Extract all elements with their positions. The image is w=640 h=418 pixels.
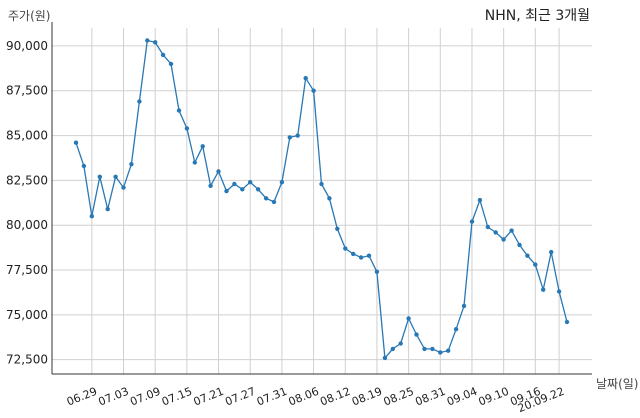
data-point <box>224 188 229 194</box>
data-point <box>525 253 530 258</box>
data-point <box>287 135 292 140</box>
data-point <box>453 327 459 332</box>
data-point <box>303 76 308 81</box>
data-point <box>406 316 411 321</box>
data-point <box>279 180 285 185</box>
data-point <box>184 126 190 131</box>
data-point <box>81 163 87 169</box>
data-point <box>200 144 205 149</box>
x-tick-label: 08.06 <box>287 385 321 409</box>
data-point <box>89 214 95 219</box>
data-point <box>105 206 110 212</box>
y-tick-label: 72,500 <box>6 353 48 367</box>
data-point <box>153 40 158 45</box>
data-point <box>145 38 150 43</box>
x-tick-label: 06.29 <box>65 385 99 409</box>
data-point <box>564 319 570 325</box>
data-point <box>129 162 134 167</box>
data-point <box>295 133 300 138</box>
y-tick-label: 90,000 <box>6 39 48 53</box>
data-point <box>73 140 79 145</box>
data-point <box>311 88 316 93</box>
data-point <box>160 52 166 58</box>
y-tick-label: 82,500 <box>6 173 48 187</box>
data-point <box>232 181 237 187</box>
data-point <box>240 187 245 192</box>
data-point <box>374 269 380 274</box>
data-point <box>438 350 443 355</box>
data-point <box>556 289 562 294</box>
data-point <box>255 187 261 192</box>
data-point <box>271 199 277 205</box>
data-point <box>358 255 364 260</box>
data-point <box>541 287 546 292</box>
data-points <box>73 38 570 361</box>
data-point <box>176 108 182 113</box>
y-tick-label: 80,000 <box>6 218 48 232</box>
y-axis-label: 주가(원) <box>8 9 50 23</box>
data-point <box>137 99 142 104</box>
data-point <box>390 346 395 352</box>
data-point <box>216 169 221 174</box>
x-tick-label: 09.04 <box>445 385 479 409</box>
x-tick-label: 08.31 <box>413 385 447 409</box>
data-point <box>366 253 372 258</box>
series-line-group <box>75 39 568 360</box>
data-point <box>446 348 451 353</box>
data-point <box>509 228 514 233</box>
data-point <box>398 341 403 346</box>
x-tick-label: 20.09.22 <box>516 385 566 414</box>
x-tick-label: 07.03 <box>97 385 131 409</box>
x-tick-label: 09.10 <box>477 385 511 409</box>
x-tick-label: 07.31 <box>255 385 289 409</box>
data-point <box>549 249 554 255</box>
data-point <box>113 174 118 179</box>
x-tick-label: 08.12 <box>318 385 352 409</box>
data-point <box>192 160 197 165</box>
x-tick-label: 07.09 <box>128 385 162 409</box>
x-tick-label: 08.25 <box>382 385 416 409</box>
y-tick-label: 75,000 <box>6 308 48 322</box>
data-point <box>414 332 419 337</box>
data-point <box>469 219 475 224</box>
data-point <box>335 226 340 231</box>
y-tick-label: 87,500 <box>6 84 48 98</box>
data-point <box>351 251 356 257</box>
data-point <box>382 355 388 361</box>
data-point <box>248 180 253 185</box>
x-tick-label: 07.21 <box>192 385 226 409</box>
data-point <box>430 346 435 352</box>
data-point <box>327 196 332 201</box>
data-point <box>97 174 103 179</box>
series-line <box>75 39 568 360</box>
y-tick-label: 77,500 <box>6 263 48 277</box>
x-tick-label: 07.15 <box>160 385 194 409</box>
data-point <box>501 237 506 242</box>
chart-title: NHN, 최근 3개월 <box>485 8 590 24</box>
grid <box>52 28 592 374</box>
x-tick-label: 08.19 <box>350 385 384 409</box>
data-point <box>263 196 269 201</box>
data-point <box>121 185 126 190</box>
data-point <box>461 303 467 309</box>
data-point <box>477 197 483 203</box>
data-point <box>533 262 538 267</box>
x-axis-label: 날짜(일) <box>596 377 638 391</box>
data-point <box>319 181 324 187</box>
y-tick-label: 85,000 <box>6 129 48 143</box>
data-point <box>517 242 522 248</box>
data-point <box>485 224 490 230</box>
x-tick-label: 07.27 <box>223 385 257 409</box>
data-point <box>493 230 498 235</box>
data-point <box>343 246 348 251</box>
data-point <box>208 183 213 188</box>
data-point <box>422 346 427 352</box>
data-point <box>168 61 174 67</box>
